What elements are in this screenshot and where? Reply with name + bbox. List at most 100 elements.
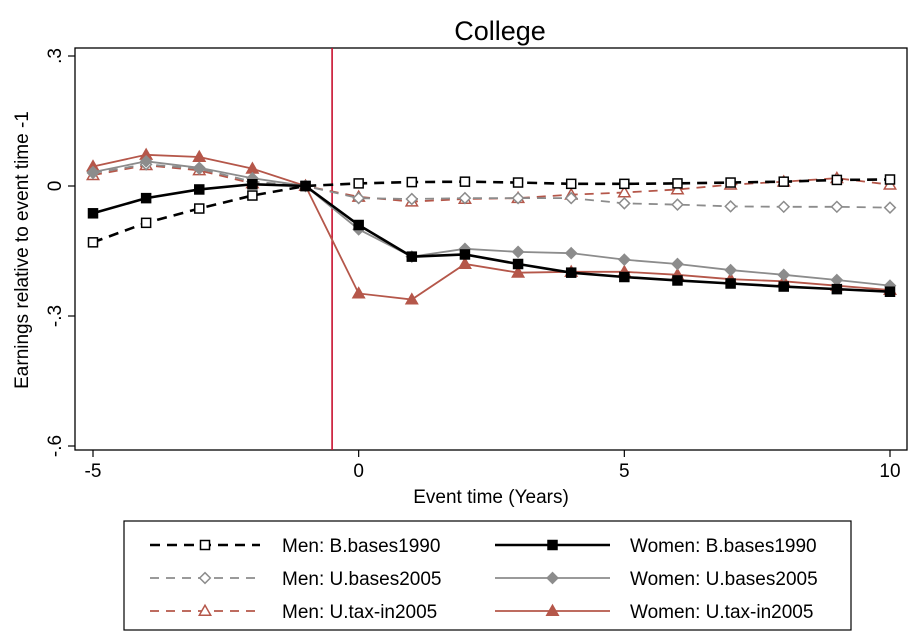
x-tick-label: 0	[353, 461, 364, 482]
data-point	[564, 191, 578, 205]
legend-item: Women: U.tax-in2005	[495, 602, 813, 623]
legend-label: Women: B.bases1990	[630, 536, 817, 557]
data-point	[87, 208, 99, 219]
series-line	[92, 153, 891, 301]
data-point	[670, 182, 685, 195]
data-point	[194, 184, 205, 195]
data-point	[831, 174, 843, 186]
y-tick-label: 0	[45, 181, 66, 192]
series-3	[86, 157, 897, 215]
series-line	[92, 182, 891, 294]
data-point	[511, 191, 525, 205]
data-point	[619, 271, 630, 283]
data-point	[777, 200, 791, 214]
data-point	[511, 245, 525, 259]
data-point	[671, 257, 684, 271]
series-line	[92, 163, 891, 209]
data-point	[406, 251, 418, 262]
legend-marker	[198, 603, 212, 617]
data-point	[247, 179, 258, 190]
data-point	[140, 217, 152, 229]
legend-label: Women: U.bases2005	[630, 569, 818, 590]
data-point	[192, 149, 207, 162]
data-point	[724, 200, 737, 213]
y-tick-label: -.3	[45, 305, 66, 327]
legend-marker	[546, 571, 559, 585]
data-point	[617, 253, 631, 267]
legend-marker	[199, 539, 211, 551]
data-point	[884, 174, 896, 185]
data-point	[87, 237, 99, 248]
data-point	[352, 191, 366, 205]
data-point	[512, 258, 524, 270]
data-point	[830, 200, 844, 214]
data-point	[247, 190, 258, 201]
data-point	[459, 176, 471, 187]
data-point	[300, 180, 311, 192]
data-point	[457, 256, 472, 270]
data-point	[725, 177, 736, 188]
data-point	[512, 177, 524, 188]
data-point	[724, 263, 737, 277]
data-point	[353, 178, 364, 189]
data-point	[883, 201, 897, 215]
data-point	[194, 203, 205, 214]
legend-label: Men: U.tax-in2005	[282, 602, 437, 623]
data-point	[404, 292, 419, 305]
axes: -5 0 5 10 .3 0 -.3 -.6	[45, 48, 901, 482]
data-point	[351, 286, 366, 299]
chart-title: College	[454, 16, 546, 46]
x-tick-label: 5	[619, 461, 630, 482]
data-point	[619, 178, 630, 190]
data-point	[405, 192, 419, 206]
legend-label: Men: B.bases1990	[282, 536, 440, 557]
series-layer	[86, 147, 897, 305]
series-1	[87, 174, 896, 248]
data-point	[406, 176, 418, 188]
legend-marker	[547, 539, 558, 551]
data-point	[139, 154, 153, 168]
data-point	[353, 219, 364, 231]
data-point	[86, 165, 100, 179]
data-point	[140, 192, 152, 204]
series-line	[92, 178, 891, 244]
data-point	[831, 283, 843, 295]
plot-frame	[74, 47, 908, 451]
series-line	[92, 160, 891, 287]
data-point	[777, 268, 791, 282]
legend-box	[123, 520, 852, 631]
data-point	[672, 275, 683, 286]
data-point	[511, 265, 526, 278]
legend-marker	[545, 603, 560, 617]
legend-item: Women: B.bases1990	[495, 536, 817, 557]
data-point	[565, 178, 577, 190]
y-axis-title: Earnings relative to event time -1	[12, 111, 33, 389]
x-axis-title: Event time (Years)	[413, 487, 569, 508]
data-point	[192, 161, 206, 175]
data-point	[884, 286, 896, 297]
data-point	[778, 176, 789, 187]
data-point	[725, 278, 736, 289]
legend-item: Men: U.bases2005	[150, 569, 442, 590]
legend: Men: B.bases1990 Women: B.bases1990 Men: U…	[150, 536, 818, 623]
legend-item: Men: B.bases1990	[150, 536, 440, 557]
y-tick-label: -.6	[45, 435, 66, 457]
y-tick-label: .3	[45, 48, 66, 64]
legend-item: Men: U.tax-in2005	[150, 602, 437, 623]
data-point	[458, 191, 472, 205]
data-point	[459, 249, 471, 260]
legend-item: Women: U.bases2005	[495, 569, 818, 590]
legend-label: Men: U.bases2005	[282, 569, 442, 590]
data-point	[671, 198, 684, 211]
x-tick-label: -5	[85, 461, 102, 482]
data-point	[617, 185, 632, 198]
series-2	[87, 179, 896, 297]
legend-label: Women: U.tax-in2005	[630, 602, 813, 623]
data-point	[565, 267, 577, 278]
data-point	[617, 196, 631, 210]
data-point	[672, 178, 683, 189]
x-tick-label: 10	[879, 461, 900, 482]
legend-marker	[198, 571, 212, 585]
data-point	[778, 281, 789, 292]
